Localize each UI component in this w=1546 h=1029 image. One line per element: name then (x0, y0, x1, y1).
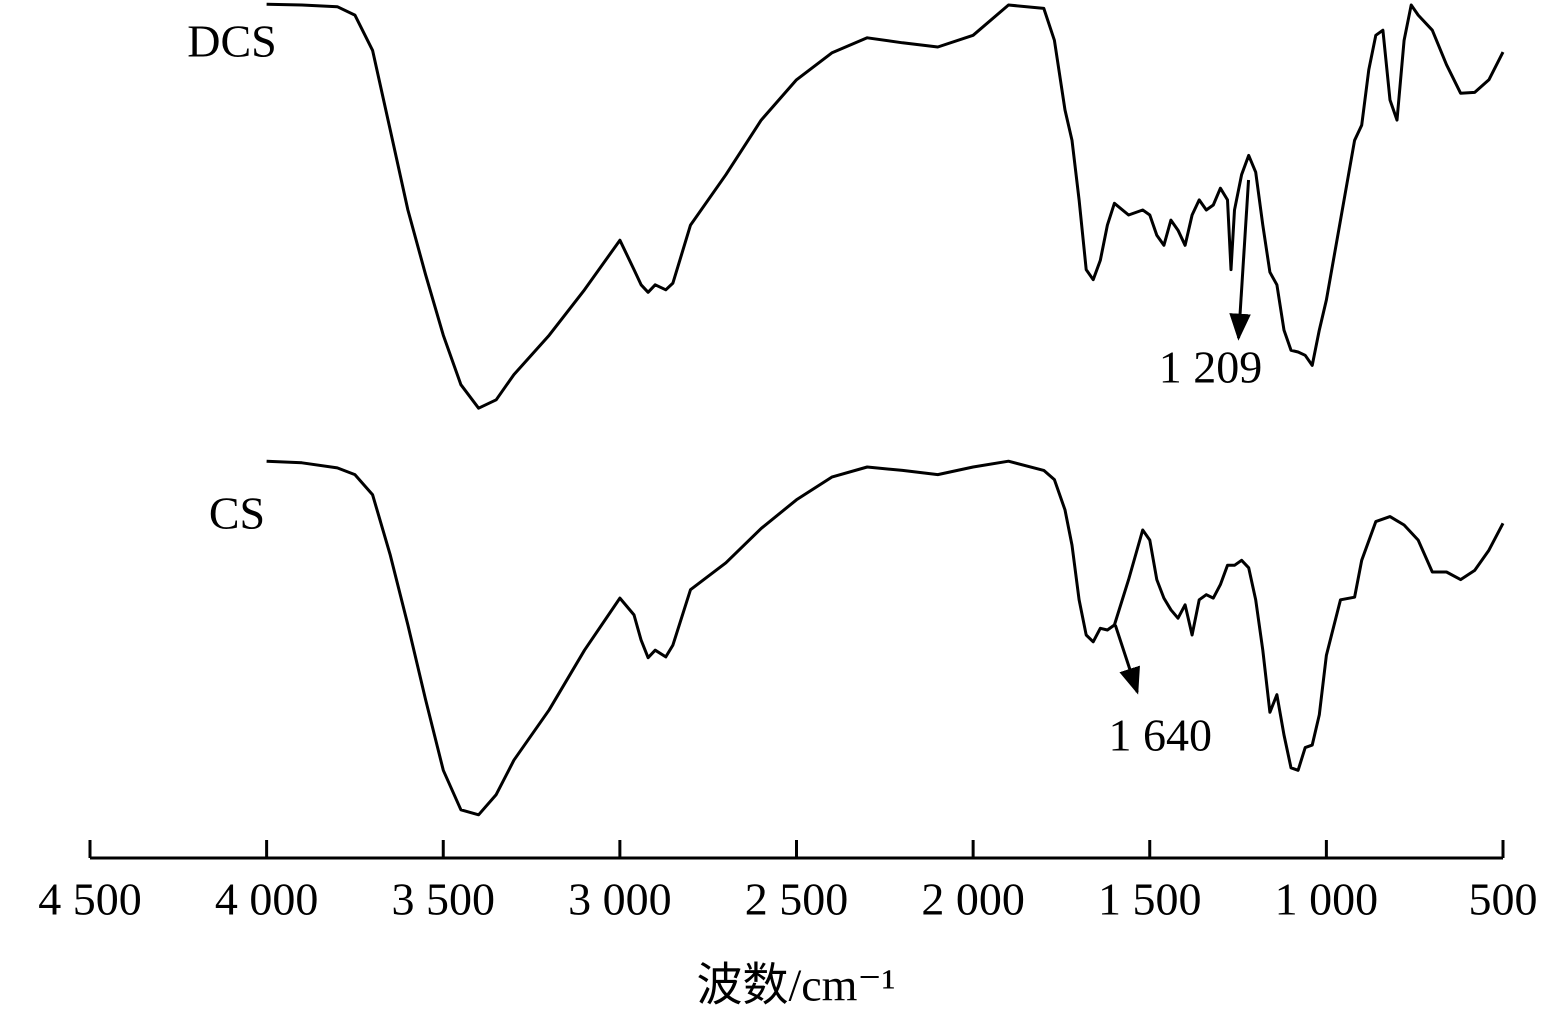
x-tick-label: 500 (1469, 874, 1538, 925)
x-tick-label: 1 000 (1275, 874, 1379, 925)
annotation-label: 1 640 (1109, 710, 1213, 761)
spectrum-line (266, 2, 1505, 410)
x-tick-label: 3 500 (392, 874, 496, 925)
x-tick-label: 2 500 (745, 874, 849, 925)
annotation-arrow (1229, 179, 1251, 341)
annotation-arrow (1113, 624, 1140, 695)
annotation-label: 1 209 (1159, 342, 1263, 393)
x-tick-label: 4 500 (38, 874, 142, 925)
x-tick-label: 1 500 (1098, 874, 1202, 925)
spectrum-line (266, 459, 1505, 817)
x-tick-label: 2 000 (921, 874, 1025, 925)
series-label: DCS (187, 16, 276, 67)
x-tick-label: 4 000 (215, 874, 319, 925)
series-label: CS (209, 488, 265, 539)
x-axis-label: 波数/cm⁻¹ (696, 960, 895, 1011)
x-tick-label: 3 000 (568, 874, 672, 925)
